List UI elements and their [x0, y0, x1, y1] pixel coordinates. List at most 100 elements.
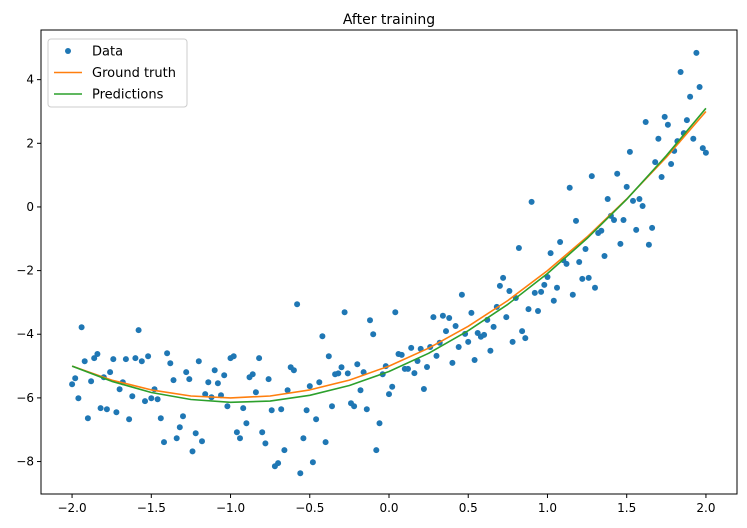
x-tick-label: −1.0 [216, 501, 245, 515]
data-point [579, 275, 586, 282]
data-point [398, 351, 405, 358]
y-tick-label: 4 [26, 73, 34, 87]
data-point [309, 459, 316, 466]
data-point [620, 217, 627, 223]
data-point [129, 393, 136, 400]
data-point [259, 429, 266, 436]
data-point [237, 435, 243, 442]
data-point [528, 198, 535, 205]
data-point [145, 353, 152, 360]
data-point [439, 312, 446, 319]
data-point [94, 351, 101, 357]
data-point [693, 49, 700, 56]
data-point [186, 376, 193, 383]
data-point [325, 353, 332, 360]
data-point [446, 315, 453, 321]
data-point [405, 365, 411, 372]
data-point [522, 335, 529, 342]
data-point [392, 309, 399, 316]
x-tick-label: 1.5 [617, 501, 636, 515]
data-point [550, 297, 557, 304]
data-point [126, 416, 133, 423]
x-tick-label: 0.5 [459, 501, 478, 515]
data-point [500, 274, 507, 281]
data-point [341, 309, 348, 316]
data-point [376, 420, 383, 427]
data-point [103, 406, 110, 413]
data-point [633, 226, 640, 233]
data-point [338, 364, 345, 371]
data-point [699, 145, 706, 152]
data-point [386, 391, 392, 398]
data-point [294, 301, 301, 308]
x-tick-label: −0.5 [295, 501, 324, 515]
data-point [300, 435, 307, 442]
data-point [224, 403, 231, 410]
series-scatter-data [69, 49, 709, 477]
data-point [509, 338, 516, 345]
data-point [668, 161, 675, 167]
data-point [329, 403, 335, 410]
data-point [135, 327, 142, 334]
data-point [455, 344, 462, 350]
data-point [370, 331, 377, 338]
data-point [535, 308, 541, 314]
data-point [468, 309, 475, 316]
chart-title: After training [343, 12, 435, 28]
legend-label: Data [92, 45, 123, 60]
y-tick-label: −8 [16, 455, 34, 469]
x-tick-label: 0.0 [379, 501, 398, 515]
data-point [284, 387, 291, 394]
data-point [649, 224, 656, 231]
data-point [503, 314, 510, 321]
x-tick-label: 1.0 [538, 501, 557, 515]
data-point [351, 403, 358, 410]
data-point [313, 416, 320, 423]
data-point [585, 274, 592, 281]
data-point [601, 253, 608, 259]
data-point [233, 429, 240, 436]
data-point [452, 323, 459, 329]
data-point [256, 355, 263, 362]
data-point [582, 246, 589, 252]
data-point [617, 240, 624, 247]
data-point [357, 387, 364, 394]
data-point [696, 84, 703, 90]
data-point [138, 358, 145, 365]
data-point [202, 391, 209, 398]
data-point [566, 184, 573, 191]
data-point [230, 353, 237, 360]
data-point [367, 317, 373, 324]
data-point [433, 352, 440, 359]
data-point [173, 435, 180, 442]
data-point [306, 383, 313, 390]
y-tick-label: −4 [16, 327, 34, 341]
data-point [538, 288, 545, 295]
data-point [639, 203, 646, 209]
data-point [268, 407, 275, 414]
data-point [424, 364, 430, 370]
legend-box [47, 38, 188, 108]
data-point [335, 370, 342, 377]
data-point [97, 405, 104, 412]
data-point [554, 284, 560, 291]
data-point [531, 289, 538, 296]
data-point [116, 386, 123, 393]
data-point [411, 370, 418, 377]
data-point [275, 460, 282, 467]
y-tick-label: −2 [16, 264, 34, 278]
data-point [458, 291, 465, 298]
x-tick-label: −1.5 [137, 501, 166, 515]
data-point [420, 386, 427, 392]
legend-label: Predictions [92, 88, 164, 103]
data-point [687, 93, 694, 100]
legend-marker [65, 48, 71, 54]
data-point [645, 241, 652, 248]
data-point [183, 369, 190, 376]
data-point [161, 439, 167, 446]
data-point [262, 440, 269, 447]
y-tick-label: −6 [16, 391, 34, 405]
data-point [592, 284, 598, 291]
data-point [88, 378, 95, 385]
data-point [316, 379, 323, 386]
